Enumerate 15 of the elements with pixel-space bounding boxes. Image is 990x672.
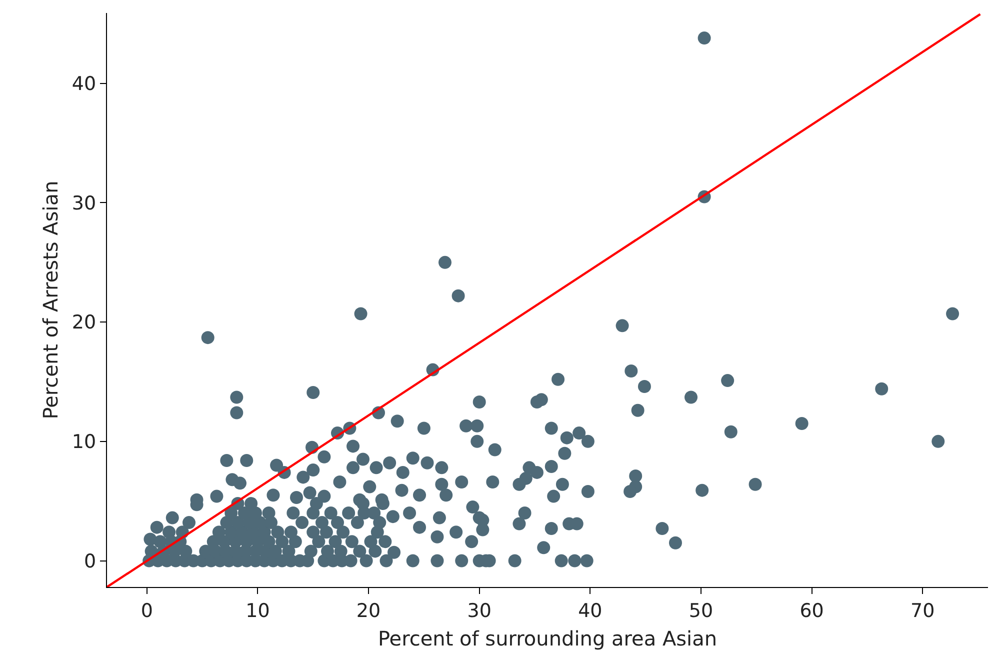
- y-axis-title: Percent of Arrests Asian: [38, 180, 62, 420]
- y-tick-label: 10: [72, 431, 96, 454]
- y-tick-label: 0: [84, 550, 96, 572]
- y-tick-label: 30: [72, 192, 96, 214]
- y-tick-label: 20: [72, 312, 96, 334]
- x-tick-label: 10: [246, 600, 270, 622]
- x-tick-label: 20: [356, 600, 381, 622]
- x-tick-label: 50: [688, 600, 714, 622]
- x-tick-label: 0: [140, 600, 153, 622]
- x-tick-label: 30: [467, 600, 492, 622]
- x-axis-title: Percent of surrounding area Asian: [378, 626, 718, 650]
- x-tick-label: 60: [800, 600, 824, 622]
- y-tick-label: 40: [72, 73, 96, 96]
- x-tick-label: 40: [578, 600, 602, 622]
- x-tick-label: 70: [910, 600, 935, 622]
